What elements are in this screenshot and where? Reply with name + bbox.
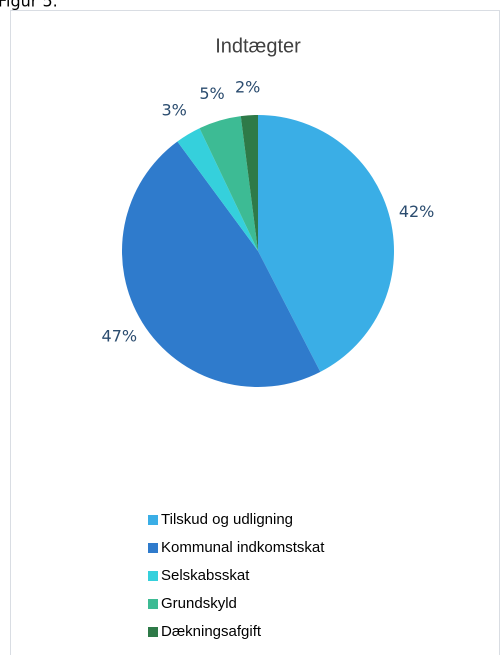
legend-swatch <box>148 627 158 637</box>
pie-slice <box>258 115 394 372</box>
legend-label: Grundskyld <box>161 595 237 612</box>
legend-label: Selskabsskat <box>161 567 250 584</box>
legend-label: Dækningsafgift <box>161 623 262 640</box>
data-label: 42% <box>399 202 435 221</box>
data-label: 47% <box>102 327 138 346</box>
legend-swatch <box>148 543 158 553</box>
legend-label: Tilskud og udligning <box>161 511 293 528</box>
pie-slice <box>177 128 258 251</box>
chart-title: Indtægter <box>215 35 301 57</box>
data-label: 5% <box>199 84 224 103</box>
legend-label: Kommunal indkomstskat <box>161 539 325 556</box>
legend-swatch <box>148 599 158 609</box>
pie-slice <box>121 141 321 388</box>
data-label: 2% <box>235 78 260 97</box>
data-label: 3% <box>161 100 186 119</box>
pie-slice <box>199 116 258 251</box>
caption: Figur 5. <box>0 0 58 11</box>
pie-slice <box>240 115 258 251</box>
legend-swatch <box>148 515 158 525</box>
legend-swatch <box>148 571 158 581</box>
